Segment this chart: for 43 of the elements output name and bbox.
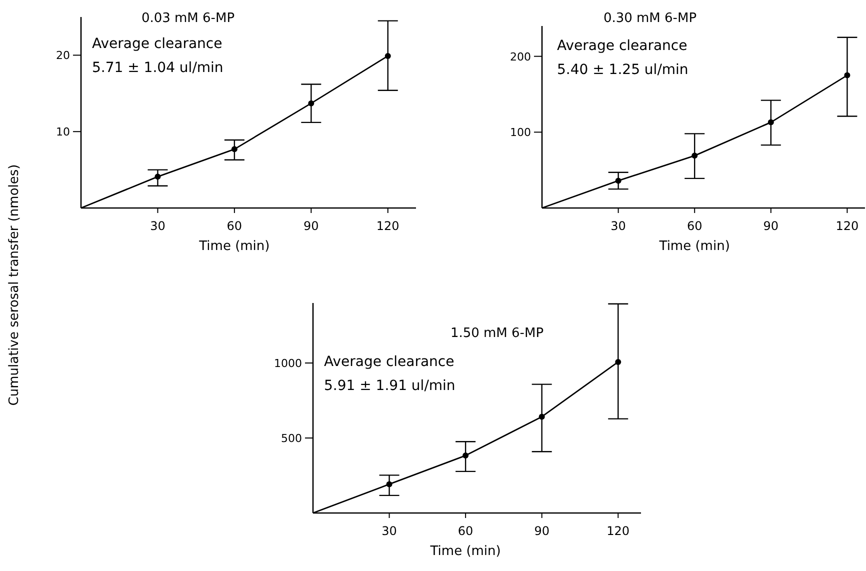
y-tick-label: 10 <box>56 126 70 139</box>
y-axis-title: Cumulative serosal transfer (nmoles) <box>7 164 22 406</box>
annotation: 5.71 ± 1.04 ul/min <box>92 60 224 76</box>
annotation: 5.91 ± 1.91 ul/min <box>324 378 456 394</box>
point <box>231 146 238 152</box>
x-tick-label: 120 <box>606 524 630 538</box>
point <box>768 119 774 126</box>
x-axis-title: Time (min) <box>658 239 730 254</box>
text: 1.50 mM 6-MP <box>450 326 544 341</box>
x-axis-title: Time (min) <box>429 544 501 559</box>
y-tick-label: 100 <box>510 126 531 140</box>
annotation: Average clearance <box>324 354 454 370</box>
point <box>462 452 469 459</box>
y-tick-label: 20 <box>56 49 70 62</box>
x-tick-label: 60 <box>686 219 702 233</box>
point <box>615 178 622 184</box>
x-tick-label: 30 <box>610 219 626 233</box>
point <box>692 152 698 159</box>
x-tick-label: 90 <box>763 219 779 233</box>
annotation: Average clearance <box>92 36 222 52</box>
x-tick-label: 120 <box>376 219 400 233</box>
x-tick-label: 30 <box>150 219 166 233</box>
chart-title: 0.03 mM 6-MP <box>141 11 235 26</box>
x-tick-label: 90 <box>304 219 319 233</box>
y-tick-label: 1000 <box>274 357 302 370</box>
annotation: Average clearance <box>557 38 688 54</box>
x-tick-label: 60 <box>226 219 242 233</box>
point <box>615 358 622 365</box>
point <box>154 174 161 180</box>
x-tick-label: 60 <box>458 524 474 538</box>
x-tick-label: 30 <box>382 524 397 538</box>
point <box>538 414 545 420</box>
annotation: 5.40 ± 1.25 ul/min <box>557 62 688 78</box>
x-tick-label: 120 <box>836 219 859 233</box>
point <box>308 100 314 106</box>
chart-title: 0.30 mM 6-MP <box>603 11 697 26</box>
point <box>844 72 850 78</box>
point <box>384 52 391 59</box>
x-axis-title: Time (min) <box>198 239 270 254</box>
point <box>386 481 392 488</box>
x-tick-label: 90 <box>534 524 550 538</box>
y-tick-label: 200 <box>510 50 531 64</box>
y-tick-label: 500 <box>281 432 302 445</box>
